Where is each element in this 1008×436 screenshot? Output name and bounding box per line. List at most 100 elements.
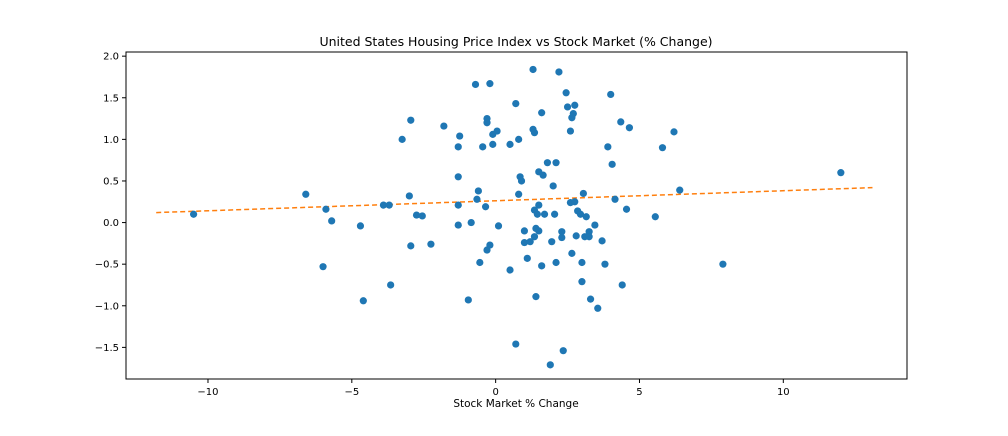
data-point-19 (454, 173, 462, 181)
data-point-12 (407, 116, 415, 124)
x-tick-label-0: −10 (197, 387, 218, 398)
data-point-8 (385, 201, 393, 209)
data-point-107 (618, 281, 626, 289)
data-point-89 (576, 210, 585, 218)
data-point-29 (479, 143, 487, 151)
data-point-38 (493, 127, 501, 135)
data-point-104 (608, 160, 616, 168)
data-point-58 (532, 293, 540, 301)
plot-area: −10 −5 0 5 10 −1.5 −1.0 −0.5 0.0 0.5 1.0 1.5 2.0 (95, 51, 908, 398)
data-point-23 (464, 296, 472, 304)
data-point-27 (474, 187, 482, 195)
data-point-0 (190, 210, 198, 218)
y-tick-label-7: 2.0 (103, 52, 119, 63)
data-point-51 (526, 238, 534, 246)
data-point-54 (530, 129, 539, 137)
data-point-59 (533, 210, 541, 218)
data-point-102 (604, 143, 612, 151)
data-point-95 (585, 228, 593, 236)
data-point-113 (676, 186, 684, 194)
data-point-114 (719, 260, 727, 268)
data-point-35 (486, 241, 494, 249)
data-point-112 (670, 128, 678, 136)
data-point-79 (563, 103, 572, 111)
chart-title: United States Housing Price Index vs Sto… (319, 34, 712, 49)
data-point-110 (651, 213, 659, 221)
data-point-74 (555, 68, 563, 76)
data-point-67 (543, 159, 552, 167)
data-point-26 (473, 195, 481, 203)
y-tick-label-0: −1.5 (95, 343, 119, 354)
axes-frame (125, 51, 908, 380)
data-point-70 (549, 182, 557, 190)
data-point-20 (454, 201, 462, 209)
data-point-61 (535, 227, 543, 235)
x-axis-label: Stock Market % Change (453, 398, 578, 410)
data-point-21 (454, 221, 462, 229)
data-point-39 (494, 222, 503, 230)
data-point-86 (571, 198, 579, 206)
y-tick-label-3: 0.0 (103, 218, 119, 229)
data-point-41 (506, 266, 514, 274)
data-point-43 (512, 340, 520, 348)
data-point-101 (601, 260, 609, 268)
data-point-22 (456, 132, 464, 140)
y-tick-label-4: 0.5 (103, 176, 119, 187)
data-point-56 (530, 233, 539, 241)
data-point-10 (398, 135, 406, 143)
data-point-7 (379, 201, 388, 209)
data-point-106 (617, 118, 625, 126)
data-point-15 (418, 212, 426, 220)
data-point-3 (322, 205, 330, 213)
data-point-47 (517, 177, 526, 185)
data-point-73 (552, 258, 560, 267)
data-point-60 (535, 201, 543, 209)
data-point-37 (489, 140, 497, 148)
data-point-2 (319, 263, 327, 271)
data-point-92 (579, 189, 587, 198)
data-point-87 (572, 232, 580, 240)
data-point-17 (440, 122, 448, 130)
x-tick-label-1: −5 (344, 387, 359, 398)
data-point-91 (578, 258, 586, 267)
data-point-111 (658, 144, 667, 152)
data-point-115 (837, 169, 845, 177)
data-point-14 (412, 211, 421, 219)
data-point-103 (607, 90, 615, 99)
data-point-78 (562, 89, 570, 97)
data-point-5 (356, 222, 365, 230)
data-point-63 (538, 109, 546, 117)
y-tick-label-5: 1.0 (103, 135, 119, 146)
data-point-100 (598, 237, 606, 245)
data-point-32 (483, 119, 491, 127)
data-point-85 (571, 101, 579, 109)
data-point-96 (585, 233, 593, 241)
data-point-44 (515, 190, 523, 198)
data-point-13 (407, 242, 415, 250)
data-point-76 (558, 233, 566, 242)
data-point-90 (578, 278, 586, 286)
data-point-28 (476, 258, 484, 267)
data-point-97 (586, 295, 595, 303)
data-point-45 (515, 135, 523, 143)
data-point-66 (540, 210, 549, 218)
data-point-6 (359, 297, 367, 305)
data-point-49 (520, 238, 529, 247)
data-point-69 (548, 238, 556, 246)
data-point-42 (512, 99, 520, 108)
x-tick-label-4: 10 (777, 387, 790, 398)
y-tick-label-2: −0.5 (95, 260, 119, 271)
data-point-9 (387, 281, 395, 289)
data-point-11 (405, 192, 413, 200)
data-point-80 (566, 127, 575, 135)
data-point-1 (302, 190, 310, 198)
data-point-109 (625, 124, 634, 132)
x-tick-label-3: 5 (636, 387, 642, 398)
data-point-71 (551, 210, 559, 218)
data-point-4 (328, 217, 336, 225)
data-point-64 (538, 262, 546, 270)
data-point-52 (529, 65, 537, 74)
